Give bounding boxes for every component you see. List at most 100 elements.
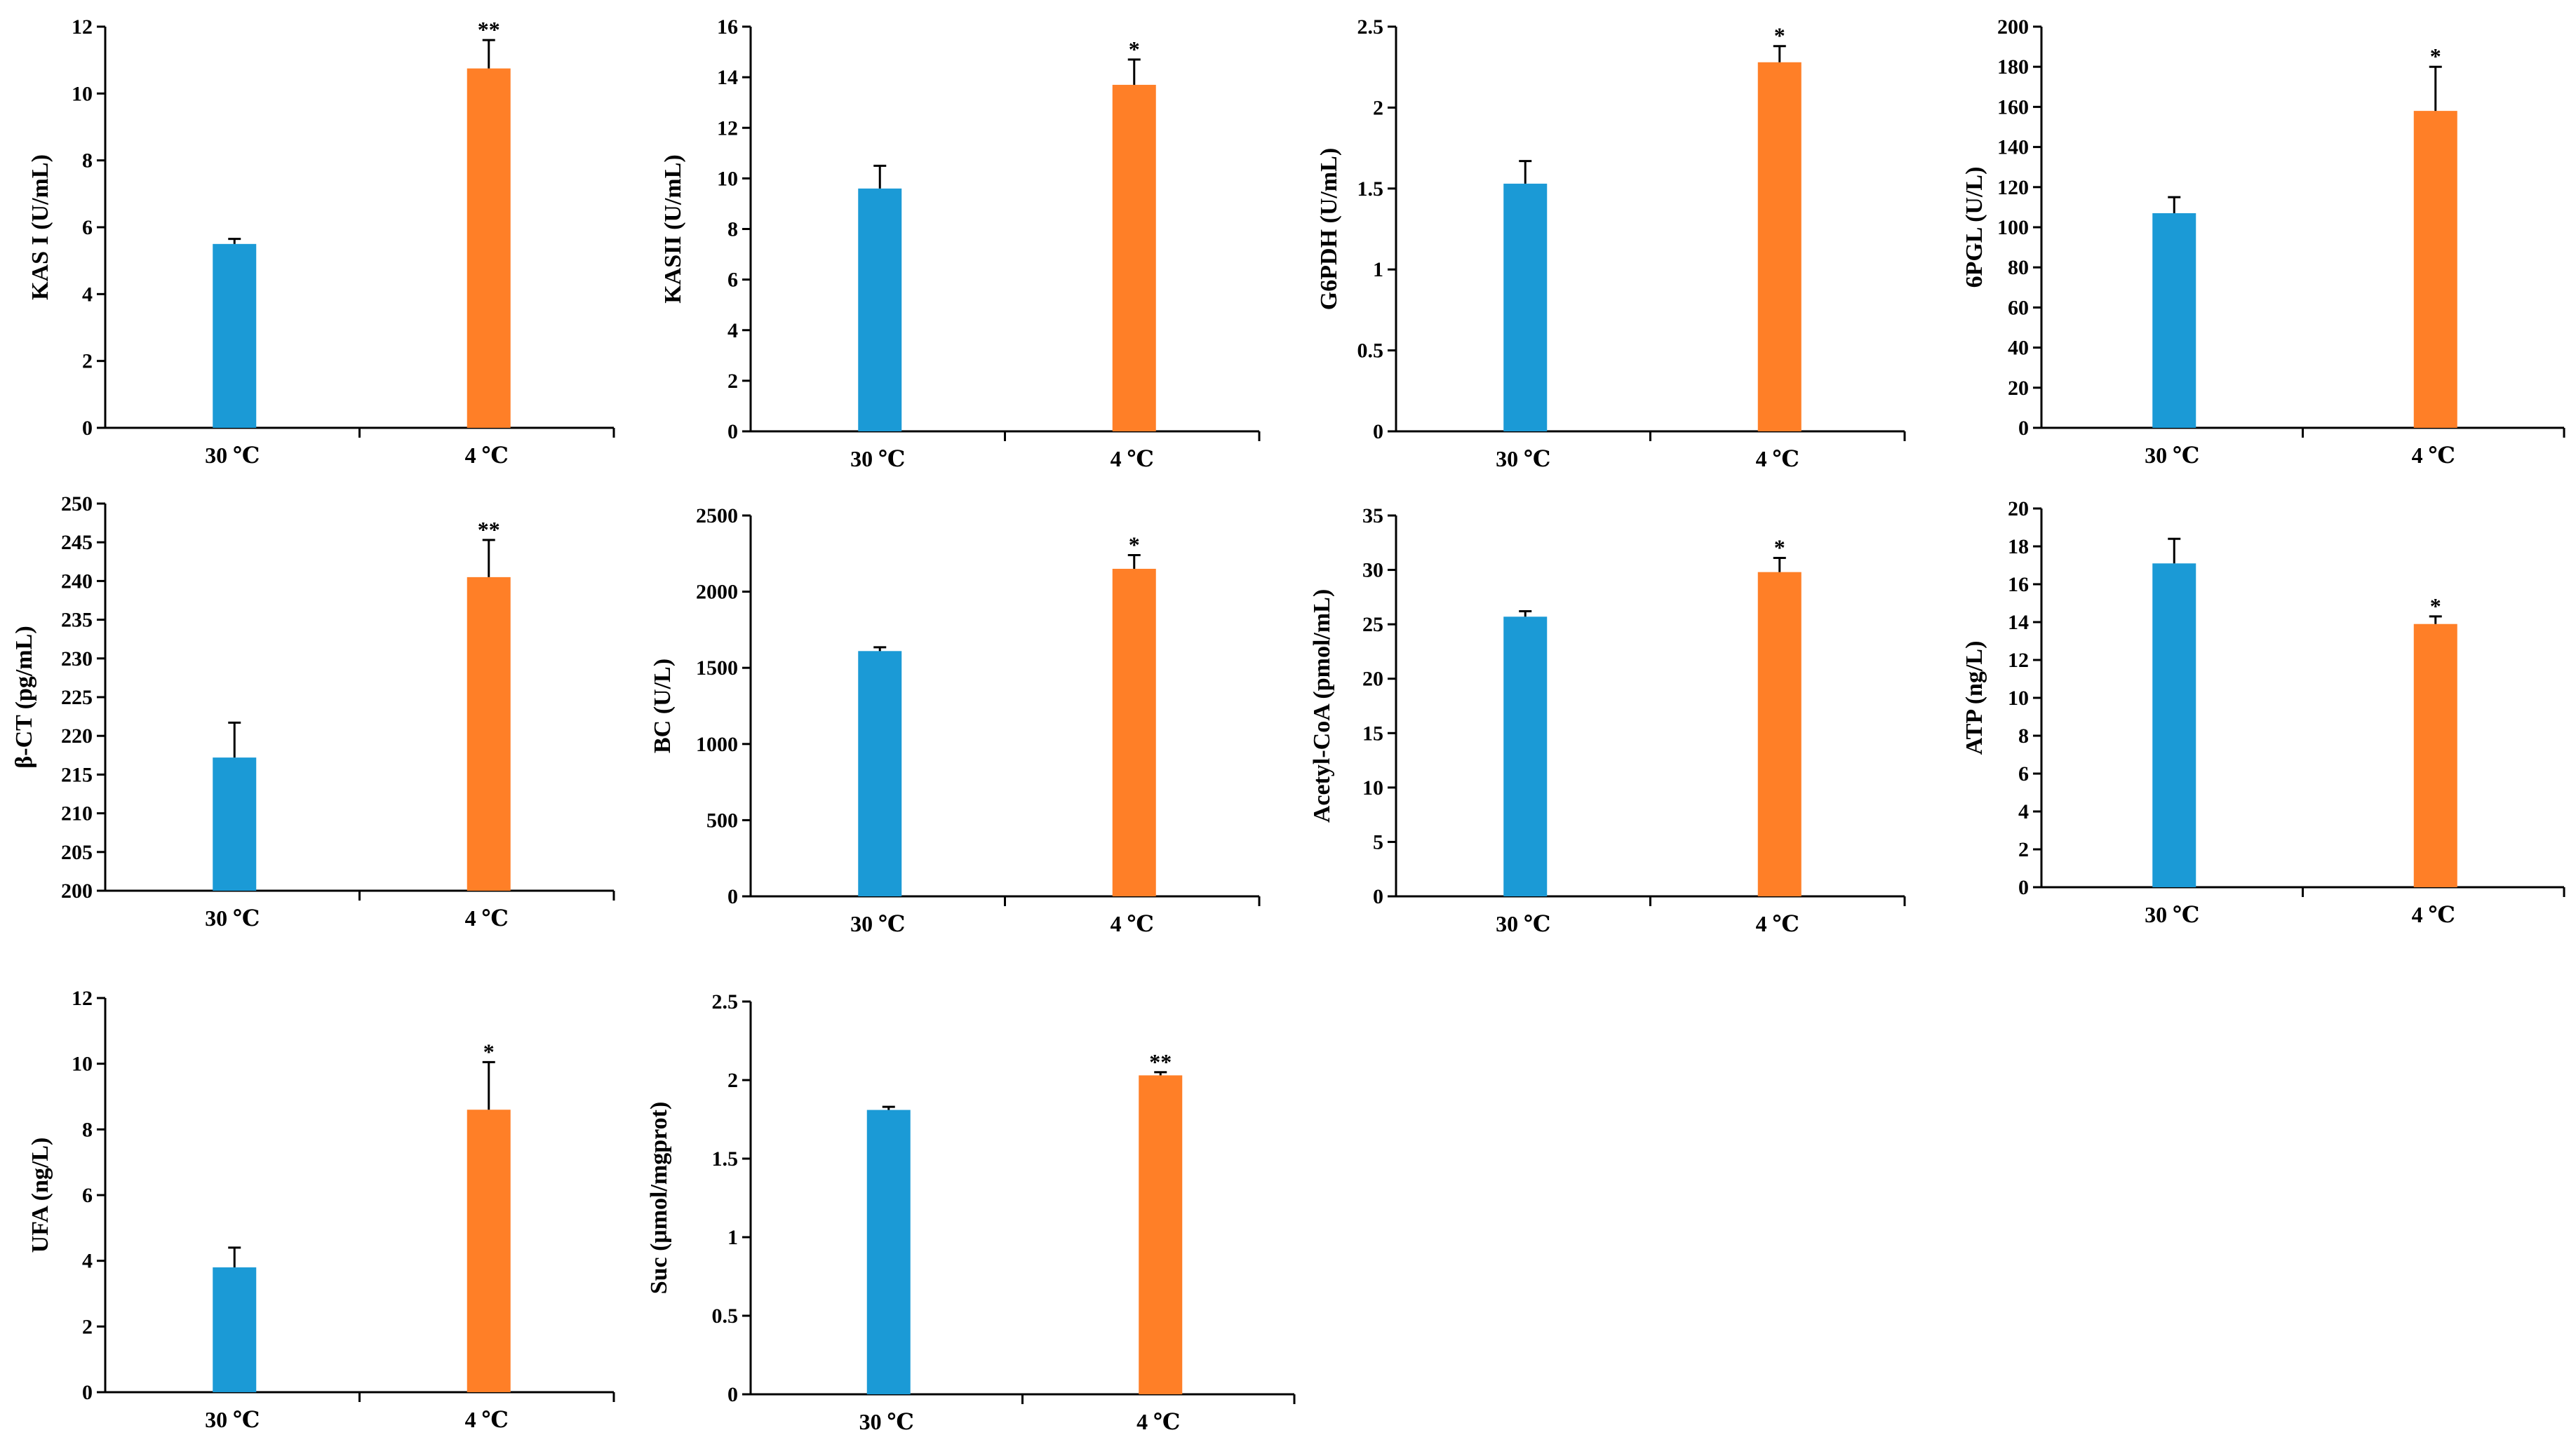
significance-mark: ** xyxy=(478,517,500,542)
y-tick-label: 10 xyxy=(2008,687,2029,710)
y-tick-label: 2.5 xyxy=(1357,15,1384,39)
y-tick-label: 20 xyxy=(2008,377,2029,400)
y-tick-label: 8 xyxy=(2018,724,2029,748)
y-tick-label: 16 xyxy=(2008,573,2029,596)
x-category-label: 30 ℃ xyxy=(205,1407,260,1432)
y-tick-label: 2 xyxy=(2018,838,2029,861)
chart-panel-6: 0 500 1000 1500 2000 2500 BC (U/L) 30 ℃ * 4 ℃ xyxy=(650,504,1261,936)
bar-30C xyxy=(2152,563,2196,887)
y-tick-label: 8 xyxy=(82,149,93,173)
chart-panel-4: 0 20 40 60 80 100 120 140 160 180 200 6PGL (U/L) 30 … xyxy=(1961,15,2565,468)
y-tick-label: 20 xyxy=(2008,497,2029,520)
x-category-label: 30 ℃ xyxy=(2145,443,2199,468)
y-tick-label: 8 xyxy=(727,218,738,241)
y-tick-label: 14 xyxy=(2008,611,2029,634)
y-tick-label: 210 xyxy=(61,802,93,825)
x-category-label: 4 ℃ xyxy=(1136,1409,1180,1434)
chart-panel-5: 200 205 210 215 220 225 230 235 240 245 250 β-CT (p… xyxy=(11,492,615,931)
significance-mark: * xyxy=(1774,535,1785,560)
y-tick-label: 2000 xyxy=(696,581,738,604)
chart-panel-7: 0 5 10 15 20 25 30 35 Acetyl-CoA (pmol/mL) 30 ℃ * 4… xyxy=(1309,504,1906,936)
chart-panel-1: 0 2 4 6 8 10 12 KAS I (U/mL) 30 ℃ ** 4 ℃ xyxy=(27,15,615,468)
y-tick-label: 0 xyxy=(2018,417,2029,440)
y-tick-label: 80 xyxy=(2008,256,2029,279)
y-tick-label: 0 xyxy=(727,420,738,443)
bar-30C xyxy=(858,651,902,896)
y-tick-label: 1 xyxy=(727,1226,738,1249)
y-tick-label: 10 xyxy=(1362,776,1383,800)
significance-mark: * xyxy=(1774,23,1785,48)
significance-mark: * xyxy=(1129,532,1140,557)
significance-mark: ** xyxy=(478,17,500,42)
y-tick-label: 235 xyxy=(61,609,93,632)
significance-mark: * xyxy=(2430,593,2441,619)
x-category-label: 30 ℃ xyxy=(2145,902,2199,927)
y-axis-title: KAS I (U/mL) xyxy=(27,154,53,300)
bar-30C xyxy=(1503,616,1548,896)
y-tick-label: 240 xyxy=(61,570,93,593)
x-category-label: 30 ℃ xyxy=(850,446,905,471)
y-tick-label: 4 xyxy=(82,283,93,306)
y-axis-title: UFA (ng/L) xyxy=(27,1138,53,1253)
y-tick-label: 15 xyxy=(1362,722,1383,745)
bar-30C xyxy=(213,243,257,428)
x-category-label: 4 ℃ xyxy=(1756,911,1799,936)
x-category-label: 30 ℃ xyxy=(205,905,260,931)
y-tick-label: 0.5 xyxy=(712,1305,739,1328)
y-tick-label: 140 xyxy=(1997,136,2029,159)
y-axis-title: KASII (U/mL) xyxy=(660,154,686,304)
y-tick-label: 6 xyxy=(2018,762,2029,786)
y-tick-label: 230 xyxy=(61,647,93,670)
y-tick-label: 1000 xyxy=(696,733,738,756)
y-tick-label: 100 xyxy=(1997,216,2029,239)
y-tick-label: 0 xyxy=(1373,885,1383,908)
bar-4C xyxy=(467,68,511,429)
y-axis-title: Suc (μmol/mgprot) xyxy=(646,1102,672,1295)
y-tick-label: 10 xyxy=(72,82,93,105)
y-tick-label: 2500 xyxy=(696,504,738,527)
bar-4C xyxy=(2413,111,2457,428)
y-axis-title: β-CT (pg/mL) xyxy=(11,626,37,768)
x-category-label: 30 ℃ xyxy=(205,443,260,468)
x-category-label: 4 ℃ xyxy=(465,905,509,931)
y-tick-label: 2 xyxy=(1373,96,1383,119)
bar-4C xyxy=(1112,84,1156,431)
y-axis-title: ATP (ng/L) xyxy=(1961,641,1987,755)
y-tick-label: 0 xyxy=(82,417,93,440)
significance-mark: * xyxy=(483,1039,495,1064)
y-tick-label: 225 xyxy=(61,686,93,709)
y-tick-label: 6 xyxy=(82,216,93,239)
x-category-label: 4 ℃ xyxy=(1756,446,1799,471)
y-tick-label: 4 xyxy=(82,1250,93,1273)
bar-4C xyxy=(1139,1075,1183,1394)
bar-30C xyxy=(213,1267,257,1392)
chart-panel-2: 0 2 4 6 8 10 12 14 16 KASII (U/mL) 30 ℃ * 4 ℃ xyxy=(660,15,1261,471)
y-tick-label: 0 xyxy=(1373,420,1383,443)
y-tick-label: 12 xyxy=(2008,649,2029,672)
y-tick-label: 1500 xyxy=(696,656,738,680)
x-category-label: 4 ℃ xyxy=(465,1407,509,1432)
y-tick-label: 8 xyxy=(82,1118,93,1141)
y-tick-label: 2.5 xyxy=(712,990,739,1013)
chart-panel-10: 0 0.5 1 1.5 2 2.5 Suc (μmol/mgprot) 30 ℃ ** 4 ℃ xyxy=(646,990,1296,1434)
y-tick-label: 2 xyxy=(727,370,738,393)
y-tick-label: 6 xyxy=(727,269,738,292)
x-category-label: 4 ℃ xyxy=(1111,446,1154,471)
y-tick-label: 0.5 xyxy=(1357,339,1384,363)
bar-4C xyxy=(1757,572,1802,896)
x-category-label: 4 ℃ xyxy=(1111,911,1154,936)
y-tick-label: 500 xyxy=(706,809,738,832)
y-tick-label: 60 xyxy=(2008,296,2029,319)
chart-panel-8: 0 2 4 6 8 10 12 14 16 18 20 ATP (ng/L) 30 ℃ * 4 ℃ xyxy=(1961,497,2565,927)
y-tick-label: 5 xyxy=(1373,830,1383,854)
y-tick-label: 160 xyxy=(1997,95,2029,119)
y-axis-title: BC (U/L) xyxy=(650,659,676,753)
chart-panel-3: 0 0.5 1 1.5 2 2.5 G6PDH (U/mL) 30 ℃ * 4 ℃ xyxy=(1316,15,1906,471)
bar-4C xyxy=(1112,569,1156,896)
y-tick-label: 20 xyxy=(1362,668,1383,691)
y-tick-label: 250 xyxy=(61,492,93,515)
y-tick-label: 0 xyxy=(82,1381,93,1404)
y-tick-label: 0 xyxy=(727,885,738,908)
y-tick-label: 180 xyxy=(1997,55,2029,79)
